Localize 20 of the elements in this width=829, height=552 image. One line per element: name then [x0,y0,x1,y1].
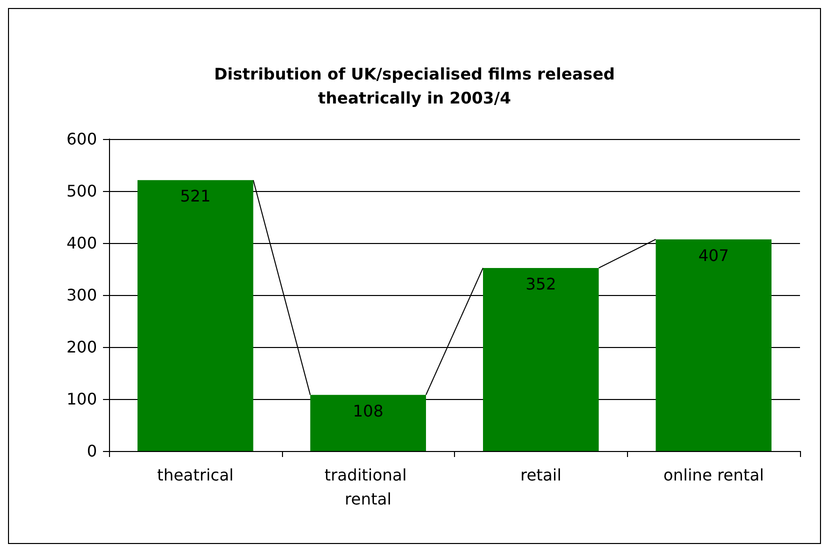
data-label: 108 [352,401,384,420]
bar [310,394,426,451]
chart-title: Distribution of UK/specialised films released theatrically in 2003/4 [214,64,615,108]
data-label: 521 [180,186,211,206]
y-tick-label: 100 [66,390,97,408]
bar [138,180,254,451]
data-label: 352 [526,274,556,294]
y-tick-label: 400 [66,234,97,252]
y-tick-label: 500 [66,182,97,200]
x-tick-label: theatrical [157,466,234,484]
x-tick-label: traditional rental [324,466,412,508]
bar [656,239,772,451]
x-tick-label: online rental [663,466,764,484]
x-tick-label: retail [520,466,562,484]
data-label: 407 [698,246,729,265]
y-tick-label: 600 [66,130,97,148]
y-tick-label: 200 [66,338,97,356]
bar [483,268,599,451]
y-tick-label: 300 [66,286,97,304]
y-tick-label: 0 [86,442,97,460]
